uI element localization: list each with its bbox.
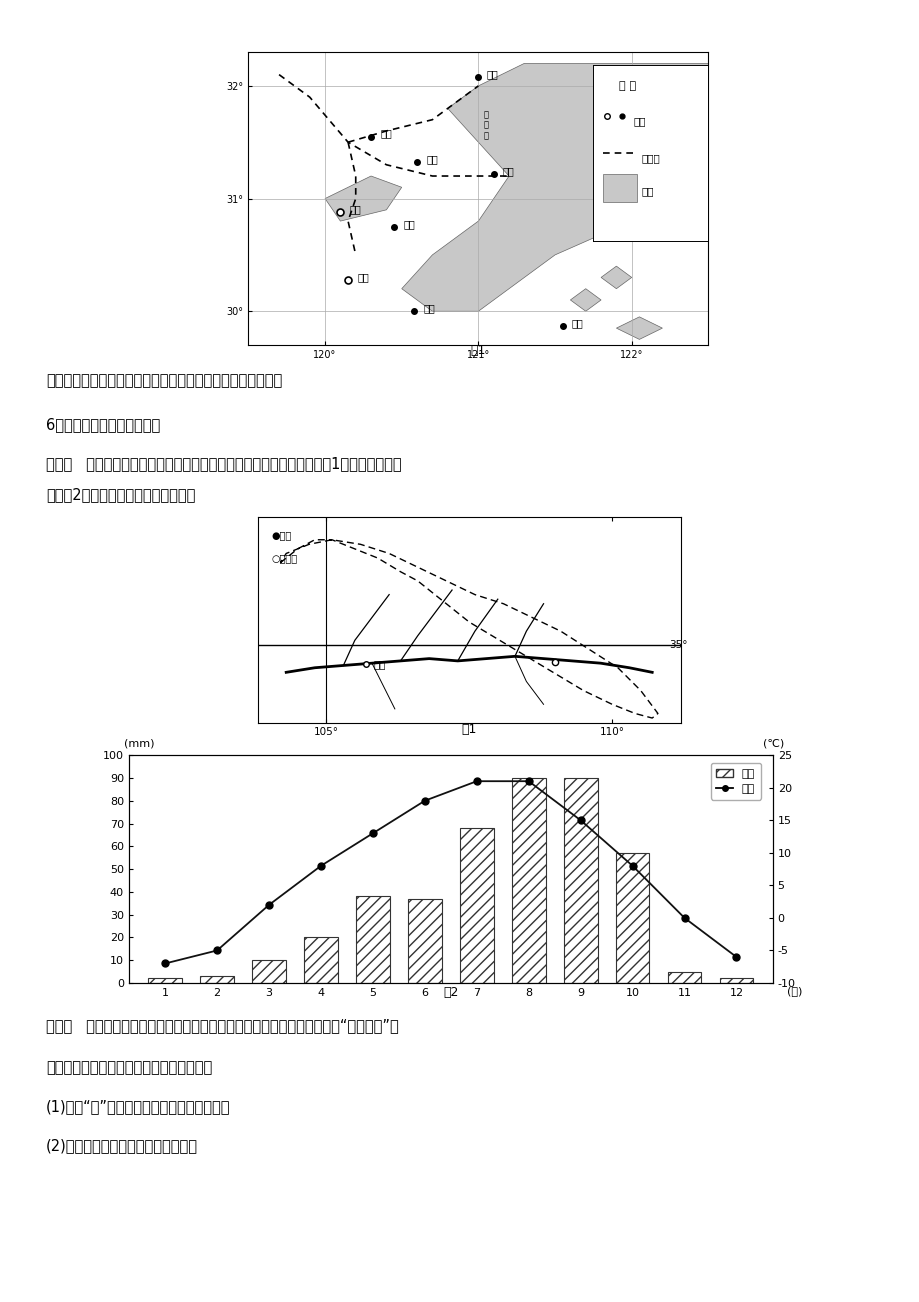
Text: 图，图2为渭河流域某地气候资料图。: 图，图2为渭河流域某地气候资料图。 <box>46 487 195 503</box>
Polygon shape <box>600 266 631 289</box>
Bar <box>602 174 637 202</box>
Bar <box>356 896 390 983</box>
Text: 图1: 图1 <box>471 344 485 357</box>
Text: 绍兴: 绍兴 <box>423 303 435 314</box>
Text: 材料一   渭河古称渭水，是黄河的最大支流，是孕育渭河平原的主力，图1为渭河流域示意: 材料一 渭河古称渭水，是黄河的最大支流，是孕育渭河平原的主力，图1为渭河流域示意 <box>46 456 402 471</box>
Bar <box>667 971 700 983</box>
Text: 铁路线: 铁路线 <box>641 154 660 163</box>
Bar <box>407 898 441 983</box>
Bar <box>511 777 545 983</box>
Polygon shape <box>324 176 402 221</box>
Bar <box>148 979 182 983</box>
Text: 天水: 天水 <box>373 659 385 669</box>
Bar <box>252 961 286 983</box>
Text: 杭州: 杭州 <box>357 272 369 281</box>
Polygon shape <box>616 316 662 340</box>
Text: (℃): (℃) <box>762 738 783 749</box>
Text: 苏州: 苏州 <box>425 155 437 164</box>
Polygon shape <box>402 64 708 311</box>
Text: 6．读下列资料，回答问题。: 6．读下列资料，回答问题。 <box>46 417 160 432</box>
Text: 殊荣。境内文化古迹甚多，曾经商贾云集。: 殊荣。境内文化古迹甚多，曾经商贾云集。 <box>46 1060 212 1075</box>
Text: 湖州: 湖州 <box>349 204 361 214</box>
Legend: 降水, 气温: 降水, 气温 <box>710 763 760 799</box>
Bar <box>304 937 337 983</box>
Bar <box>563 777 596 983</box>
Text: 无锡: 无锡 <box>380 129 391 138</box>
Text: (1)阐释“水”对该地区经济发展的主要影响。: (1)阐释“水”对该地区经济发展的主要影响。 <box>46 1099 231 1115</box>
Text: (月): (月) <box>786 986 801 996</box>
Bar <box>719 979 753 983</box>
Text: 材料二   天水市自古是丝绸之路必经之地，是中国古代文化的发祥地，享有“羲皇故里”的: 材料二 天水市自古是丝绸之路必经之地，是中国古代文化的发祥地，享有“羲皇故里”的 <box>46 1018 398 1034</box>
Text: 上海: 上海 <box>503 165 514 176</box>
Text: 南通: 南通 <box>485 69 497 79</box>
Text: 长
江
口: 长 江 口 <box>483 111 488 141</box>
Polygon shape <box>570 289 600 311</box>
Bar <box>460 828 494 983</box>
Text: 图2: 图2 <box>443 986 458 999</box>
Text: (2)分析天水市形成的主要区位因素。: (2)分析天水市形成的主要区位因素。 <box>46 1138 198 1154</box>
Text: ○地级市: ○地级市 <box>272 553 298 564</box>
Text: 宁波: 宁波 <box>572 318 583 328</box>
Bar <box>200 976 233 983</box>
Text: (mm): (mm) <box>124 738 154 749</box>
Bar <box>615 853 649 983</box>
Text: 图1: 图1 <box>461 723 476 736</box>
Text: 城市: 城市 <box>633 116 645 126</box>
Text: 嘉兴: 嘉兴 <box>403 219 414 229</box>
Text: 说明地形因素对加快长江三角洲地区城市化进程的有利影响。: 说明地形因素对加快长江三角洲地区城市化进程的有利影响。 <box>46 374 282 388</box>
Text: 图 例: 图 例 <box>618 81 636 91</box>
Text: 35°: 35° <box>669 639 687 650</box>
Text: 水域: 水域 <box>641 186 653 197</box>
Text: ●省会: ●省会 <box>272 531 292 540</box>
